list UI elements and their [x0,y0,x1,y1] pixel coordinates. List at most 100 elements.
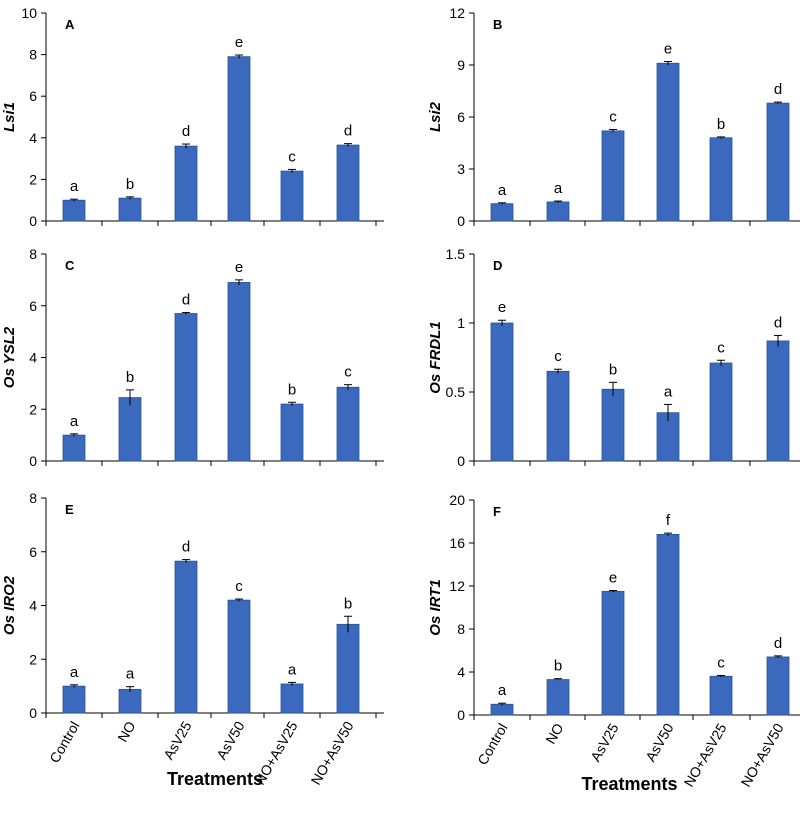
y-axis-label: Lsi2 [427,101,444,132]
x-tick-label: NO+AsV50 [738,720,787,789]
x-tick-label: AsV25 [587,720,622,764]
bar [62,434,86,462]
bar [62,685,86,714]
significance-label: b [288,381,296,398]
x-axis-title: Treatments [581,774,677,794]
significance-label: a [70,664,79,681]
significance-label: c [609,108,617,125]
y-tick-label: 1.5 [446,246,466,262]
y-tick-label: 6 [29,544,37,560]
y-tick-label: 20 [449,492,465,508]
significance-label: c [235,578,243,595]
significance-label: c [344,364,352,381]
bar [336,386,360,462]
x-tick-label: NO [542,720,566,746]
panel-label: A [65,17,75,32]
y-tick-label: 4 [457,664,465,680]
y-tick-label: 0 [457,707,465,723]
significance-label: a [288,661,297,678]
bar [174,313,198,462]
bar [709,362,733,462]
y-tick-label: 9 [457,57,465,73]
panel-label: F [493,504,501,519]
y-tick-label: 0.5 [446,384,466,400]
bar [62,199,86,222]
bar [280,683,304,714]
y-tick-label: 2 [29,171,37,187]
significance-label: b [344,595,352,612]
bar [174,145,198,222]
y-tick-label: 1 [457,315,465,331]
y-tick-label: 0 [457,453,465,469]
bar [601,130,625,222]
bar [656,62,680,222]
y-tick-label: 0 [29,213,37,229]
y-tick-label: 2 [29,401,37,417]
chart-panel-a: 0 2 4 6 8 10 Lsi1 Aa b d e c d [1,5,384,229]
significance-label: a [126,666,135,683]
significance-label: c [717,339,725,356]
significance-label: a [70,413,79,430]
y-axis-label: Os IRT1 [427,579,444,635]
bar [546,679,570,716]
y-tick-label: 0 [457,213,465,229]
panel-label: E [65,502,74,517]
bar [118,197,142,222]
significance-label: b [126,176,134,193]
significance-label: a [664,383,673,400]
x-tick-label: AsV50 [642,720,677,764]
bar [280,170,304,222]
y-tick-label: 10 [21,5,37,21]
bar [336,623,360,714]
x-axis-title: Treatments [167,769,263,789]
significance-label: d [774,314,782,331]
bar [656,534,680,716]
bar [174,560,198,714]
bar [766,102,790,222]
x-tick-label: Control [474,721,510,768]
y-axis-label: Os IRO2 [1,575,18,635]
y-tick-label: 0 [29,453,37,469]
significance-label: e [498,299,506,316]
y-tick-label: 8 [29,490,37,506]
x-tick-label: NO [114,718,138,744]
bar [546,370,570,462]
chart-panel-f: 0 4 8 12 16 20 Os IRT1 Fa b e f c d Control NO AsV25 AsV… [427,492,800,794]
bar [766,340,790,462]
bar [709,675,733,716]
bar [709,137,733,222]
x-tick-label: NO+AsV25 [681,720,730,789]
significance-label: e [609,570,617,587]
x-tick-label: Control [46,719,82,766]
significance-label: c [288,148,296,165]
x-tick-label: AsV50 [213,718,248,762]
significance-label: a [70,178,79,195]
bar [227,599,251,714]
y-tick-label: 6 [29,298,37,314]
significance-label: b [126,369,134,386]
bar [601,590,625,716]
panel-label: C [65,258,75,273]
x-tick-label: AsV25 [160,718,195,762]
significance-label: c [554,348,562,365]
chart-panel-c: 0 2 4 6 8 Os YSL2 Ca b d e b c [1,246,384,469]
y-tick-label: 0 [29,705,37,721]
bar [118,397,142,462]
y-axis-label: Os FRDL1 [427,321,444,394]
bar [227,56,251,222]
y-tick-label: 16 [449,535,465,551]
y-tick-label: 6 [457,109,465,125]
bar [227,282,251,462]
significance-label: b [554,658,562,675]
significance-label: a [554,180,563,197]
significance-label: d [344,123,352,140]
y-tick-label: 12 [449,578,465,594]
y-tick-label: 12 [449,5,465,21]
y-axis-label: Lsi1 [1,102,18,132]
y-tick-label: 4 [29,350,37,366]
bar [766,656,790,716]
y-axis-label: Os YSL2 [1,326,18,388]
bar [546,201,570,222]
y-tick-label: 8 [457,621,465,637]
y-tick-label: 4 [29,130,37,146]
